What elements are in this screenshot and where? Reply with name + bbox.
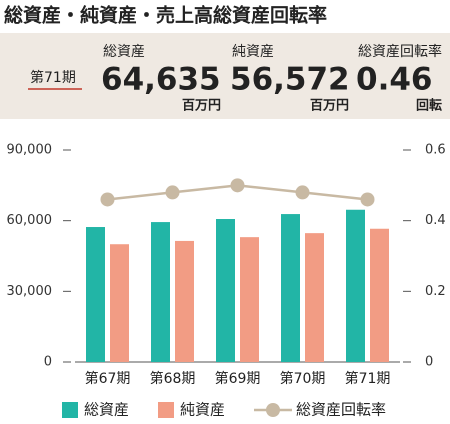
bar: [281, 214, 300, 362]
kpi-value: 64,635: [101, 62, 221, 98]
kpi-value: 56,572: [230, 62, 350, 98]
bar: [240, 237, 259, 362]
legend-label: 純資産: [180, 401, 225, 419]
y-tick-label: 90,000: [7, 143, 53, 158]
page-title: 総資産・純資産・売上高総資産回転率: [4, 4, 327, 27]
kpi-value: 0.46: [356, 62, 433, 98]
x-tick-label: 第67期: [85, 370, 131, 387]
kpi-label: 総資産回転率: [358, 43, 442, 60]
y-tick-label: 60,000: [7, 213, 53, 228]
legend-swatch: [158, 402, 174, 418]
y-tick-label: 0: [44, 355, 52, 370]
bar: [175, 240, 194, 362]
kpi-label: 純資産: [232, 44, 274, 60]
x-tick-label: 第70期: [280, 370, 326, 387]
y2-tick-label: 0.2: [425, 284, 446, 299]
y2-tick-label: 0.6: [425, 143, 446, 158]
legend-swatch: [62, 402, 78, 418]
x-tick-label: 第68期: [150, 370, 196, 387]
bar: [216, 219, 235, 362]
y2-tick-label: 0: [425, 355, 433, 370]
line-point: [165, 185, 180, 200]
bar: [110, 244, 129, 362]
kpi-unit: 回転: [416, 98, 442, 114]
bar: [346, 209, 365, 362]
line-point: [360, 192, 375, 207]
line-point: [295, 185, 310, 200]
bar: [370, 228, 389, 362]
legend-label: 総資産: [84, 401, 129, 419]
x-tick-label: 第71期: [345, 370, 391, 387]
y-tick-label: 30,000: [7, 284, 53, 299]
legend-label: 総資産回転率: [296, 401, 386, 419]
line-point: [230, 178, 245, 193]
line-point: [100, 192, 115, 207]
bar: [305, 233, 324, 362]
legend-marker: [266, 403, 280, 417]
kpi-unit: 百万円: [182, 99, 221, 114]
x-tick-label: 第69期: [215, 370, 261, 387]
period-label: 第71期: [30, 69, 76, 86]
kpi-label: 総資産: [103, 44, 145, 60]
bar: [151, 222, 170, 362]
bar: [86, 227, 105, 362]
summary-panel: [0, 33, 450, 119]
kpi-unit: 百万円: [310, 99, 349, 114]
y2-tick-label: 0.4: [425, 213, 446, 228]
